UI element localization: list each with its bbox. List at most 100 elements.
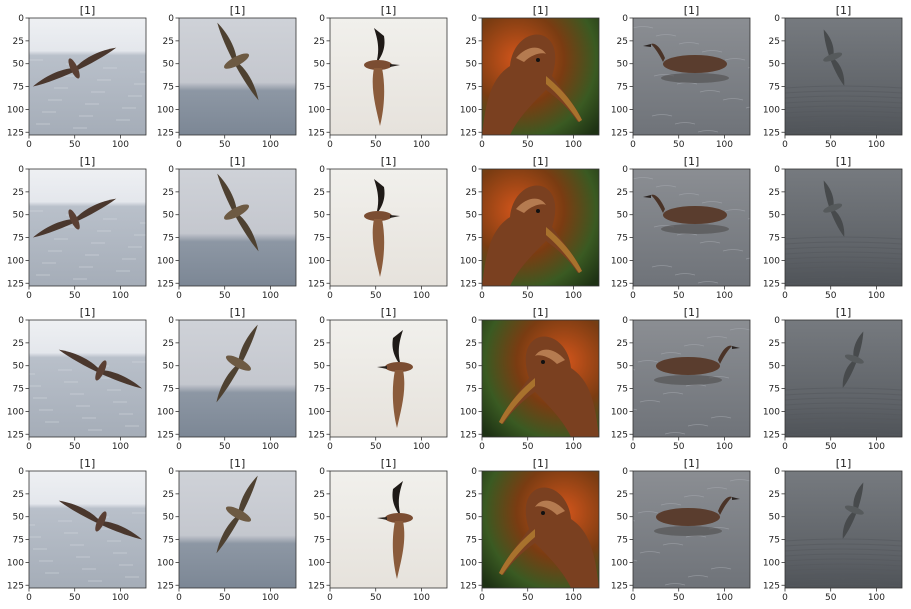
- x-tick-label: 100: [565, 442, 582, 452]
- x-tick-label: 100: [868, 442, 885, 452]
- panel-r2-c5: [1] 0 50 100 0 25 50 75 100 125: [611, 155, 751, 301]
- y-tick-label: 50: [163, 60, 175, 70]
- y-tick-label: 100: [7, 407, 24, 417]
- y-tick-label: 0: [319, 467, 325, 477]
- y-tick-label: 50: [769, 60, 781, 70]
- y-tick-label: 50: [163, 362, 175, 372]
- panel-image: [482, 320, 599, 437]
- panel-image: [482, 471, 599, 588]
- y-tick-label: 100: [763, 407, 780, 417]
- y-tick-label: 50: [13, 513, 25, 523]
- panel-title: [1]: [533, 155, 549, 168]
- panel-r2-c2: [1] 0 50 100 0 25 50 75 100 125: [157, 155, 297, 301]
- y-tick-label: 25: [769, 188, 780, 198]
- x-tick-label: 50: [825, 140, 837, 150]
- y-tick-label: 50: [769, 211, 781, 221]
- x-tick-label: 50: [219, 140, 231, 150]
- panel-title: [1]: [381, 457, 397, 470]
- panel-frame: [784, 470, 903, 589]
- panel-image: [179, 471, 296, 588]
- y-tick-label: 50: [769, 362, 781, 372]
- x-tick-label: 100: [262, 442, 279, 452]
- y-tick-label: 0: [622, 14, 628, 24]
- panel-frame: [632, 17, 751, 136]
- y-tick-label: 125: [611, 279, 628, 289]
- y-tick-label: 125: [157, 279, 174, 289]
- y-tick-label: 75: [617, 234, 628, 244]
- y-tick-label: 100: [763, 558, 780, 568]
- panel-image: [29, 169, 146, 286]
- y-tick-label: 125: [7, 581, 24, 591]
- y-tick-label: 0: [18, 165, 24, 175]
- y-tick-label: 125: [763, 279, 780, 289]
- panel-image: [482, 169, 599, 286]
- panel-r2-c4: [1] 0 50 100 0 25 50 75 100 125: [460, 155, 600, 301]
- panel-title: [1]: [381, 155, 397, 168]
- y-tick-label: 125: [460, 581, 477, 591]
- x-tick-label: 100: [413, 593, 430, 603]
- y-tick-label: 75: [13, 385, 24, 395]
- x-tick-label: 0: [176, 442, 182, 452]
- y-tick-label: 0: [319, 165, 325, 175]
- y-tick-label: 50: [314, 60, 326, 70]
- x-tick-label: 50: [825, 291, 837, 301]
- y-tick-label: 25: [163, 339, 174, 349]
- y-tick-label: 25: [466, 188, 477, 198]
- y-tick-label: 100: [460, 558, 477, 568]
- panel-frame: [784, 168, 903, 287]
- x-tick-label: 100: [413, 291, 430, 301]
- y-tick-label: 50: [314, 211, 326, 221]
- y-tick-label: 75: [617, 385, 628, 395]
- panel-image: [179, 320, 296, 437]
- x-tick-label: 100: [112, 442, 129, 452]
- x-tick-label: 50: [370, 291, 382, 301]
- y-tick-label: 100: [763, 105, 780, 115]
- y-tick-label: 100: [611, 256, 628, 266]
- panel-title: [1]: [80, 155, 96, 168]
- y-tick-label: 75: [163, 234, 174, 244]
- x-tick-label: 0: [26, 140, 32, 150]
- panel-frame: [329, 470, 448, 589]
- panel-frame: [178, 319, 297, 438]
- x-tick-label: 50: [522, 291, 534, 301]
- x-tick-label: 50: [673, 140, 685, 150]
- panel-frame: [481, 470, 600, 589]
- y-tick-label: 0: [622, 165, 628, 175]
- y-tick-label: 25: [314, 37, 325, 47]
- x-tick-label: 0: [176, 291, 182, 301]
- x-tick-label: 0: [782, 140, 788, 150]
- panel-title: [1]: [836, 4, 852, 17]
- y-tick-label: 0: [168, 14, 174, 24]
- x-tick-label: 100: [112, 291, 129, 301]
- y-tick-label: 0: [774, 165, 780, 175]
- x-tick-label: 0: [26, 442, 32, 452]
- y-tick-label: 50: [466, 60, 478, 70]
- panel-title: [1]: [836, 155, 852, 168]
- x-tick-label: 50: [673, 291, 685, 301]
- panel-image: [633, 320, 750, 437]
- panel-title: [1]: [381, 306, 397, 319]
- y-tick-label: 75: [314, 536, 325, 546]
- panel-image: [330, 320, 447, 437]
- y-tick-label: 125: [157, 128, 174, 138]
- y-tick-label: 100: [308, 407, 325, 417]
- x-tick-label: 0: [327, 140, 333, 150]
- x-tick-label: 0: [26, 291, 32, 301]
- y-tick-label: 50: [314, 513, 326, 523]
- x-tick-label: 0: [479, 442, 485, 452]
- panel-image: [179, 18, 296, 135]
- x-tick-label: 50: [370, 140, 382, 150]
- y-tick-label: 100: [460, 105, 477, 115]
- y-tick-label: 75: [617, 536, 628, 546]
- x-tick-label: 50: [69, 140, 81, 150]
- panel-image: [29, 320, 146, 437]
- panel-image: [785, 471, 902, 588]
- y-tick-label: 75: [13, 234, 24, 244]
- panel-title: [1]: [230, 457, 246, 470]
- y-tick-label: 100: [460, 256, 477, 266]
- y-tick-label: 75: [163, 536, 174, 546]
- panel-r3-c1: [1] 0 50 100 0 25 50 75 100 125: [7, 306, 147, 452]
- panel-title: [1]: [230, 306, 246, 319]
- y-tick-label: 125: [611, 430, 628, 440]
